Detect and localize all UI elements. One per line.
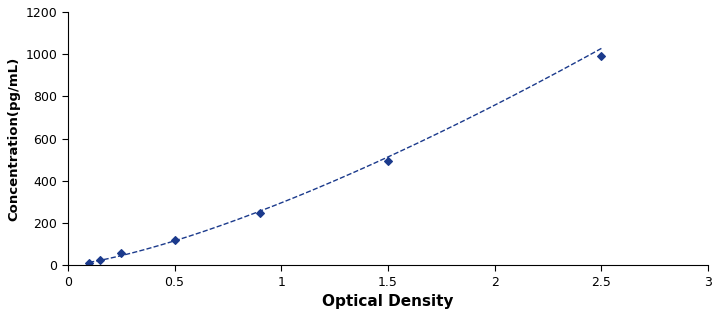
Y-axis label: Concentration(pg/mL): Concentration(pg/mL) xyxy=(7,56,20,221)
X-axis label: Optical Density: Optical Density xyxy=(322,294,454,309)
